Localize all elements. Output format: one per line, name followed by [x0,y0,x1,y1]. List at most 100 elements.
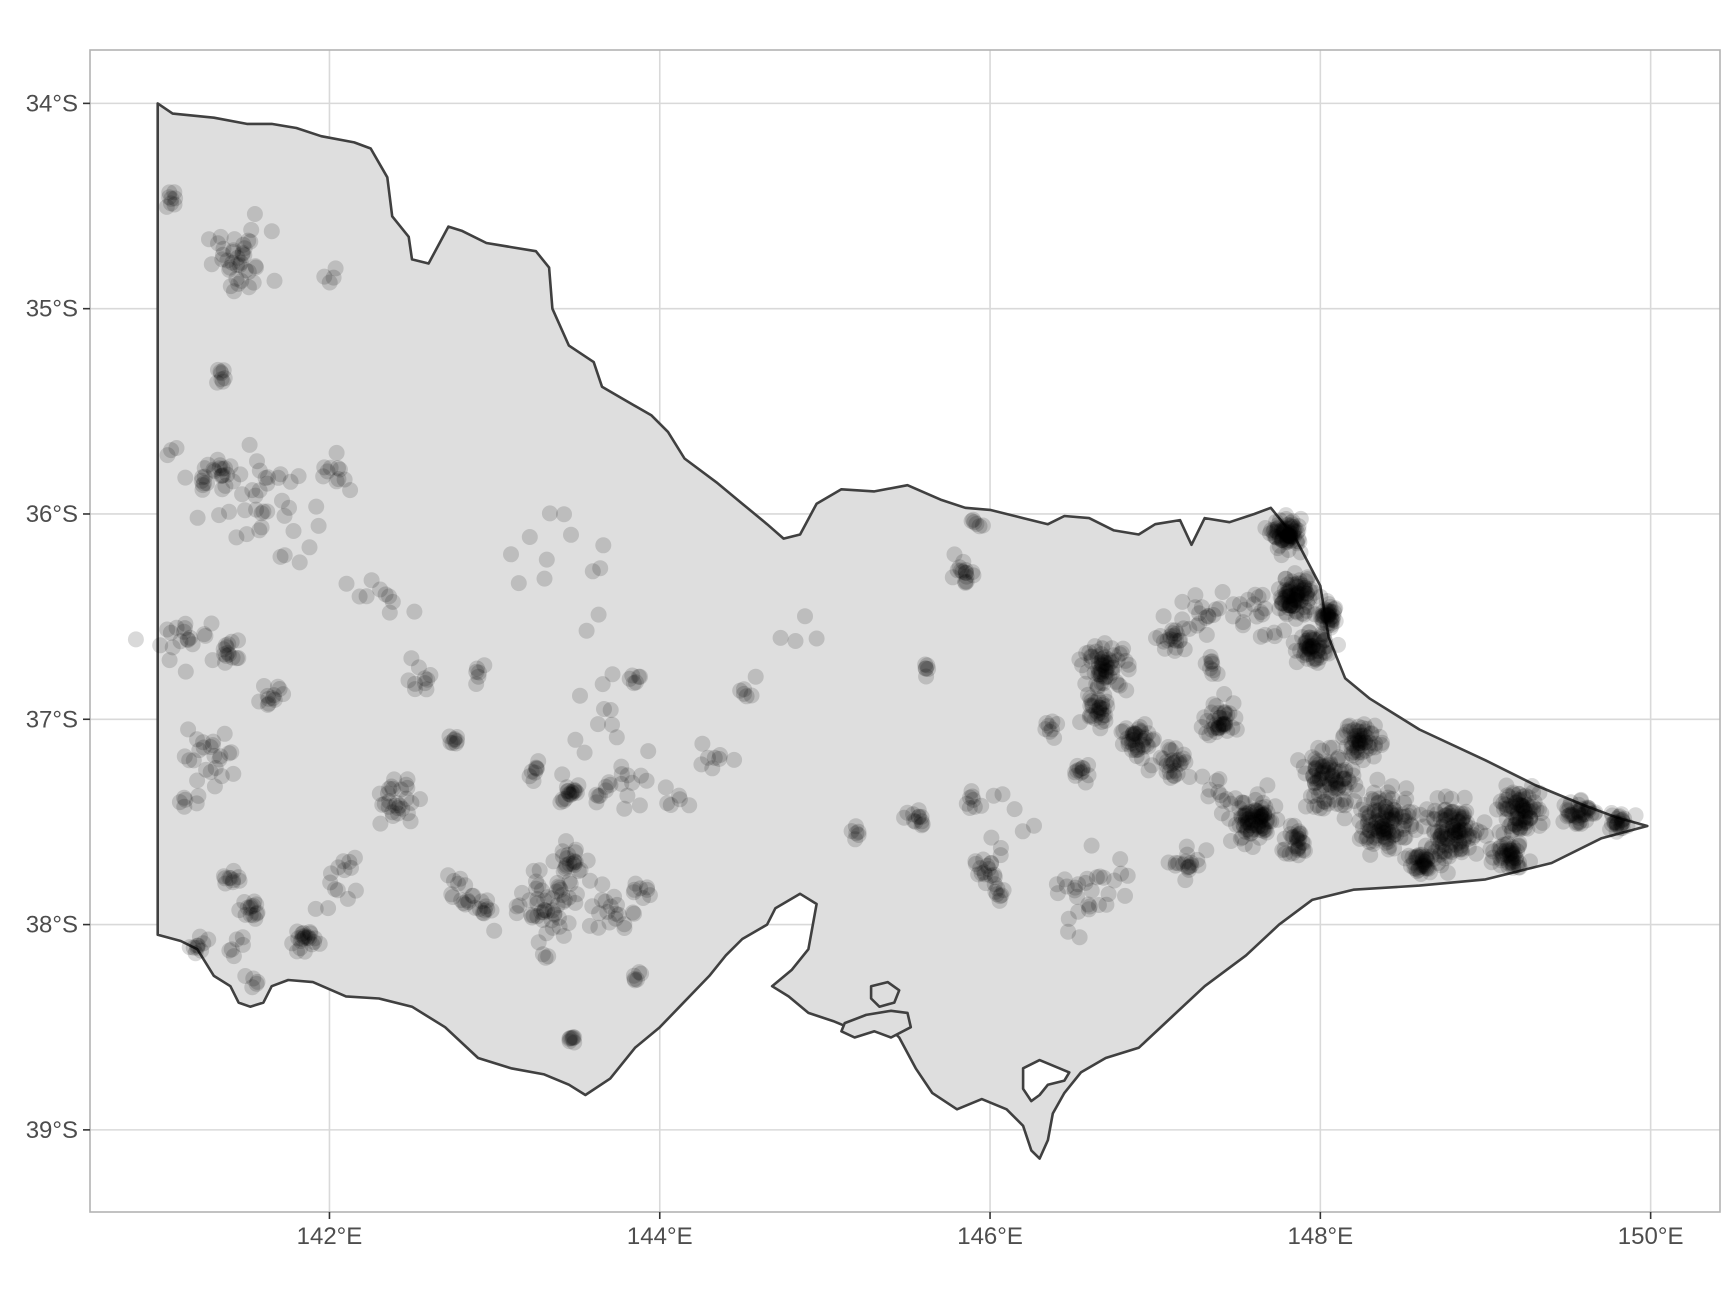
occurrence-point [919,657,936,674]
occurrence-point [281,499,297,516]
occurrence-point [1309,763,1326,780]
occurrence-point [306,934,322,950]
occurrence-point [961,800,978,816]
occurrence-point [243,221,260,238]
occurrence-point [302,925,319,942]
occurrence-point [1095,657,1112,674]
occurrence-point [1290,522,1307,539]
occurrence-point [1500,858,1517,875]
occurrence-point [1204,665,1221,682]
occurrence-point [808,630,825,647]
occurrence-point [1313,783,1329,800]
occurrence-point [1216,705,1233,722]
occurrence-point [1511,786,1528,802]
occurrence-point [1083,648,1100,665]
occurrence-point [1174,611,1191,628]
occurrence-point [738,688,755,705]
occurrence-point [976,864,993,881]
y-tick-label: 37°S [26,706,78,733]
occurrence-point [190,937,207,954]
occurrence-point [473,893,490,910]
occurrence-point [1291,583,1307,600]
occurrence-point [1049,885,1066,902]
occurrence-point [1329,780,1346,797]
occurrence-point [1326,601,1343,618]
occurrence-point [1361,822,1378,839]
occurrence-point [1375,821,1391,838]
occurrence-point [1171,756,1188,773]
occurrence-point [1564,805,1581,822]
occurrence-point [1511,814,1528,831]
occurrence-point [1103,640,1120,657]
occurrence-point [1503,824,1520,840]
occurrence-point [1365,835,1382,852]
occurrence-point [1385,826,1402,843]
occurrence-point [1267,529,1284,545]
occurrence-point [632,668,648,685]
occurrence-point [1166,631,1183,648]
occurrence-point [1319,764,1336,781]
occurrence-point [1299,569,1316,586]
occurrence-point [412,791,428,808]
occurrence-point [556,506,572,523]
occurrence-point [1066,882,1083,899]
occurrence-point [248,905,265,922]
occurrence-point [1284,528,1301,545]
occurrence-point [616,916,633,933]
occurrence-point [551,879,568,896]
occurrence-point [1181,620,1198,637]
occurrence-point [1379,822,1396,839]
occurrence-point [1370,807,1387,823]
occurrence-point [376,795,393,812]
occurrence-point [1318,606,1335,623]
occurrence-point [1450,823,1467,840]
occurrence-point [205,733,222,750]
occurrence-point [1512,812,1528,829]
occurrence-point [1274,595,1291,611]
occurrence-point [550,878,567,895]
occurrence-point [1307,751,1324,768]
occurrence-point [957,573,974,590]
occurrence-point [266,687,282,704]
occurrence-point [633,965,650,982]
occurrence-point [1468,845,1485,862]
occurrence-point [1245,596,1262,613]
occurrence-point [1243,825,1259,841]
occurrence-point [202,764,219,780]
occurrence-point [1290,823,1307,840]
occurrence-point [468,663,485,680]
occurrence-point [1289,586,1305,603]
occurrence-point [388,795,405,811]
occurrence-point [1602,821,1619,838]
occurrence-point [1098,668,1115,685]
occurrence-point [1290,840,1307,856]
occurrence-point [1069,757,1086,774]
occurrence-point [566,781,582,798]
occurrence-point [949,562,966,579]
occurrence-point [626,972,643,989]
occurrence-point [1442,837,1458,854]
occurrence-point [1235,617,1251,634]
occurrence-point [596,701,612,717]
occurrence-point [1289,524,1305,541]
occurrence-point [1291,533,1308,550]
occurrence-point [567,731,584,748]
occurrence-point [1253,808,1270,825]
occurrence-point [1112,851,1129,868]
occurrence-point [966,798,983,815]
occurrence-point [256,678,272,694]
occurrence-point [237,502,253,519]
occurrence-point [1282,517,1299,534]
occurrence-point [1386,811,1403,828]
occurrence-point [1322,609,1339,626]
occurrence-point [1607,814,1623,831]
occurrence-point [1298,798,1314,815]
occurrence-point [530,753,547,770]
occurrence-point [1171,632,1188,649]
occurrence-point [1436,850,1453,867]
occurrence-point [1098,663,1115,680]
occurrence-point [1071,929,1088,946]
occurrence-point [918,668,935,685]
occurrence-point [1210,717,1227,734]
occurrence-point [284,935,301,952]
